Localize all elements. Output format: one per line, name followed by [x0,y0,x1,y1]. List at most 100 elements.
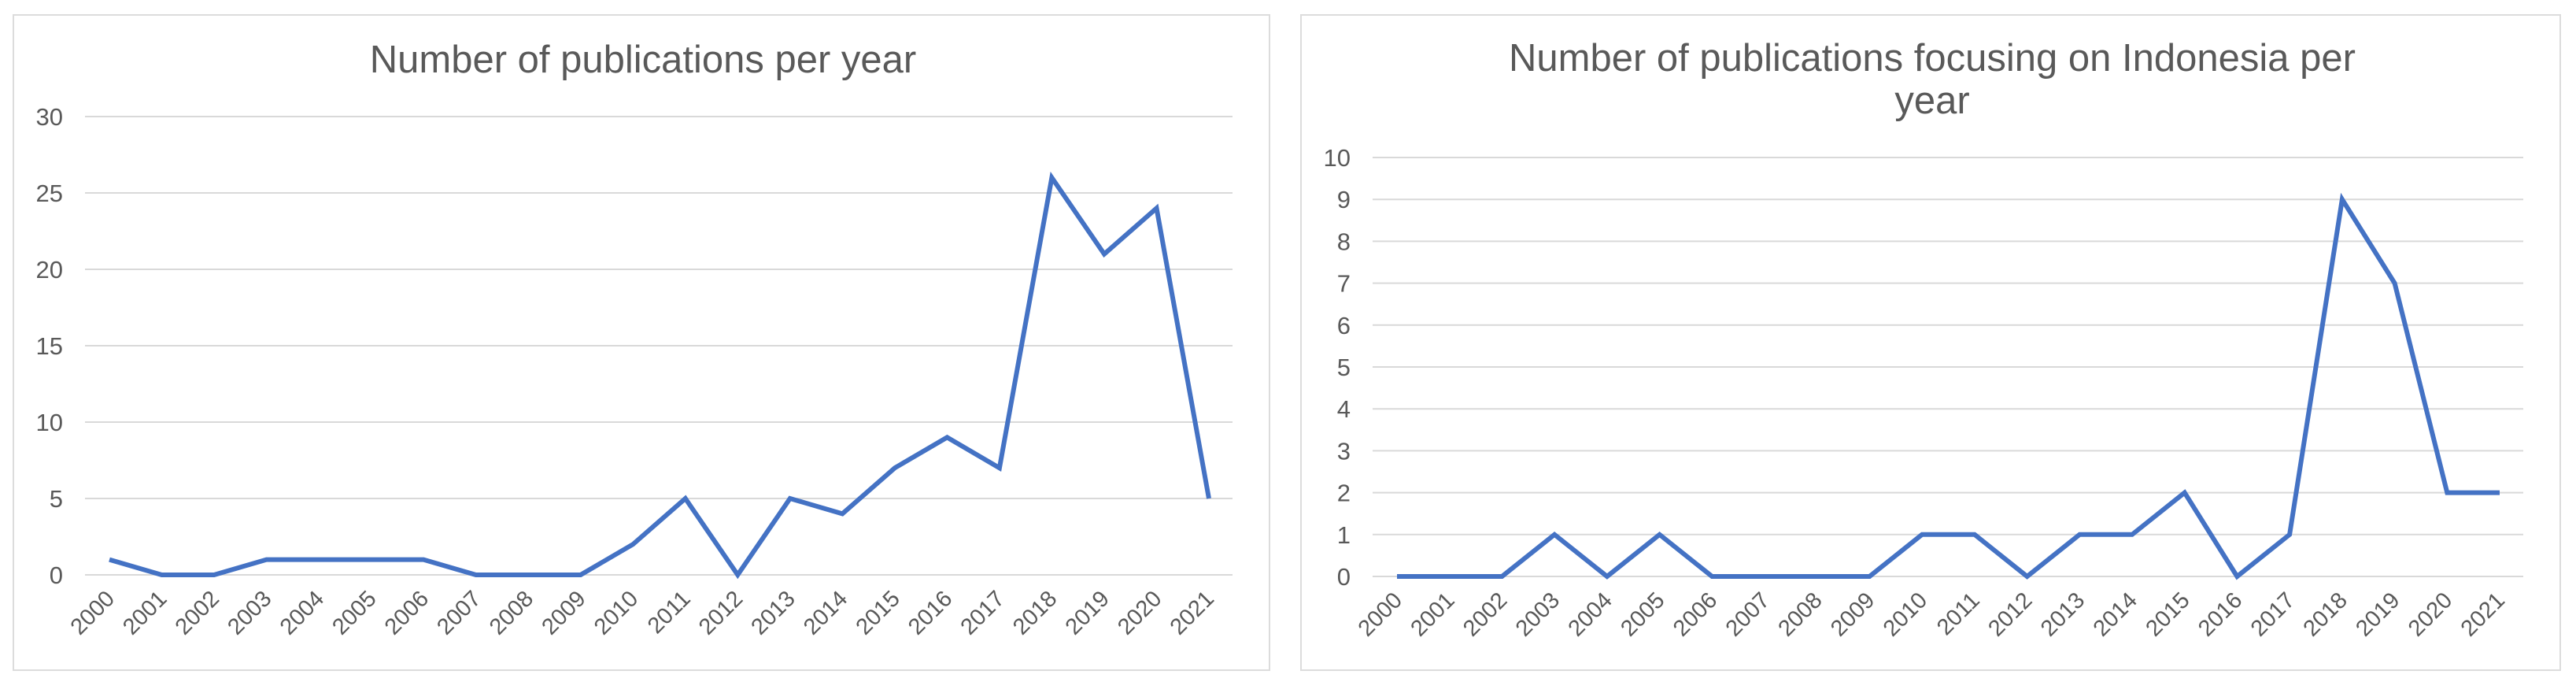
x-tick-label: 2004 [1564,587,1617,641]
y-tick-label: 9 [1337,186,1351,213]
y-tick-label: 7 [1337,270,1351,298]
data-point [683,496,688,501]
x-tick-label: 2018 [1008,586,1062,639]
data-point [212,573,216,577]
x-tick-label: 2015 [852,586,905,639]
x-tick-label: 2010 [589,586,643,639]
y-tick-label: 10 [1324,144,1351,172]
x-tick-label: 2000 [66,586,120,639]
x-tick-label: 2004 [275,586,329,639]
data-point [840,511,844,516]
chart-panel-publications: Number of publications per year 0 5 10 15 20 2… [13,14,1270,671]
series-line [1397,192,2500,580]
x-tick-label: 2011 [1932,587,1985,640]
data-point [474,573,479,577]
data-point [2445,491,2449,495]
x-tick-label: 2012 [694,586,748,639]
y-tick-label: 10 [36,409,63,436]
x-tick-label: 2000 [1354,587,1407,641]
chart-panel-indonesia: Number of publications focusing on Indon… [1300,14,2561,671]
data-point [1605,574,1610,579]
data-point [2234,574,2239,579]
y-tick-label: 0 [1337,563,1351,591]
data-point [107,558,112,562]
chart-svg: Number of publications focusing on Indon… [1324,37,2523,642]
data-point [1395,574,1399,579]
x-tick-label: 2006 [1669,587,1722,641]
data-point [1447,574,1452,579]
y-tick-label: 5 [50,485,63,513]
series-line [109,171,1211,580]
data-point [1552,532,1557,537]
x-tick-label: 2015 [2141,587,2194,641]
y-tick-label: 2 [1337,480,1351,507]
data-point [316,558,321,562]
x-tick-label: 2008 [1773,587,1827,641]
data-point [735,573,740,577]
chart-title: Number of publications focusing on Indon… [1509,37,2356,122]
y-tick-label: 4 [1337,395,1351,423]
x-tick-label: 2014 [2089,587,2142,641]
y-tick-label: 15 [36,332,63,360]
data-point [264,558,269,562]
x-tick-label: 2018 [2299,587,2352,641]
data-point [526,573,530,577]
y-tick-label: 6 [1337,312,1351,339]
data-point [1920,532,1924,537]
data-point [944,435,949,439]
x-tick-label: 2009 [537,586,590,639]
data-point [2130,532,2134,537]
data-point [1207,496,1211,501]
y-tick-label: 1 [1337,521,1351,549]
x-tick-label: 2005 [327,586,381,639]
data-point [1972,532,1977,537]
x-tick-label: 2016 [904,586,957,639]
x-tick-label: 2001 [118,586,172,639]
x-tick-label: 2007 [1721,587,1775,641]
chart-svg: Number of publications per year051015202… [36,39,1233,640]
x-tick-label: 2003 [1511,587,1565,641]
x-tick-label: 2002 [171,586,224,639]
data-point [2287,532,2292,537]
y-tick-label: 30 [36,103,63,131]
data-point [2182,491,2187,495]
x-tick-label: 2001 [1406,587,1459,641]
x-tick-label: 2021 [2456,587,2510,641]
x-tick-label: 2006 [380,586,434,639]
y-tick-label: 0 [50,561,63,589]
x-tick-label: 2019 [1061,586,1114,639]
x-tick-label: 2002 [1458,587,1512,641]
y-tick-label: 25 [36,180,63,207]
data-point [1762,574,1767,579]
data-point [997,465,1002,470]
x-tick-label: 2016 [2193,587,2247,641]
data-point [2077,532,2082,537]
x-tick-label: 2005 [1616,587,1669,641]
x-tick-label: 2007 [432,586,486,639]
y-tick-label: 3 [1337,437,1351,465]
x-tick-label: 2008 [485,586,538,639]
data-point [2340,197,2345,202]
x-tick-label: 2021 [1166,586,1219,639]
data-point [1499,574,1504,579]
data-point [369,558,374,562]
data-point [2497,491,2502,495]
x-tick-label: 2014 [799,586,852,639]
data-point [578,573,583,577]
x-tick-label: 2013 [747,586,800,639]
x-tick-label: 2020 [1113,586,1166,639]
data-point [160,573,164,577]
data-point [421,558,426,562]
y-tick-label: 5 [1337,354,1351,381]
data-point [1867,574,1872,579]
data-point [788,496,793,501]
chart-title: Number of publications per year [370,39,917,81]
x-tick-label: 2011 [643,586,696,639]
x-tick-label: 2003 [223,586,276,639]
data-point [1709,574,1714,579]
data-point [2393,281,2397,286]
data-point [893,465,897,470]
x-tick-label: 2020 [2404,587,2457,641]
y-tick-label: 20 [36,256,63,284]
x-tick-label: 2013 [2036,587,2090,641]
